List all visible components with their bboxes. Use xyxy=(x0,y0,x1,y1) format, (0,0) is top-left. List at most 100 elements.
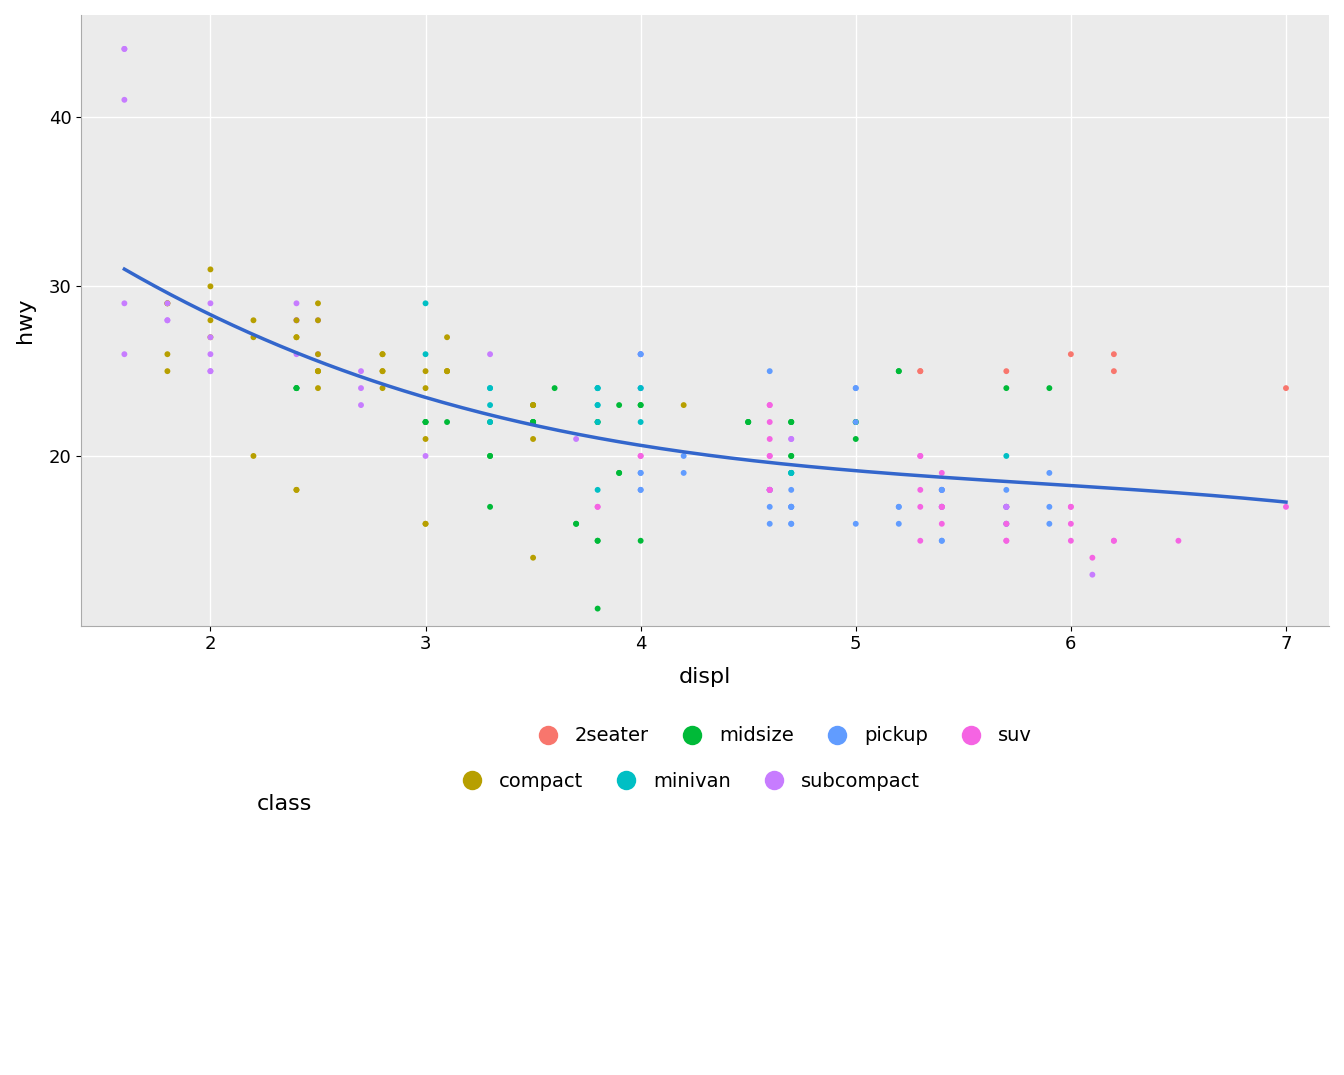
Point xyxy=(781,447,802,464)
Point xyxy=(200,329,222,346)
Point xyxy=(1103,362,1125,379)
Point xyxy=(415,414,437,431)
Point xyxy=(523,397,544,414)
Point xyxy=(372,345,394,362)
Point xyxy=(286,295,308,312)
Point xyxy=(480,379,501,397)
Point xyxy=(308,362,329,379)
X-axis label: displ: displ xyxy=(679,668,731,687)
Point xyxy=(759,482,781,499)
Point xyxy=(888,498,910,515)
Point xyxy=(372,362,394,379)
Point xyxy=(114,345,136,362)
Point xyxy=(845,414,867,431)
Point xyxy=(1039,464,1060,482)
Point xyxy=(544,379,566,397)
Point xyxy=(910,498,931,515)
Point xyxy=(996,515,1017,532)
Point xyxy=(308,362,329,379)
Point xyxy=(200,362,222,379)
Point xyxy=(114,91,136,109)
Point xyxy=(523,397,544,414)
Point xyxy=(308,379,329,397)
Point xyxy=(931,482,953,499)
Point xyxy=(308,312,329,329)
Point xyxy=(1060,498,1082,515)
Point xyxy=(931,498,953,515)
Point xyxy=(910,447,931,464)
Point xyxy=(931,532,953,549)
Point xyxy=(630,482,652,499)
Point xyxy=(759,482,781,499)
Point xyxy=(630,397,652,414)
Point xyxy=(781,498,802,515)
Point xyxy=(931,498,953,515)
Point xyxy=(286,379,308,397)
Legend: compact, minivan, subcompact: compact, minivan, subcompact xyxy=(445,764,929,799)
Point xyxy=(114,41,136,58)
Point xyxy=(372,362,394,379)
Point xyxy=(587,482,609,499)
Point xyxy=(759,482,781,499)
Point xyxy=(587,498,609,515)
Point xyxy=(587,532,609,549)
Point xyxy=(1060,498,1082,515)
Point xyxy=(286,379,308,397)
Point xyxy=(308,362,329,379)
Point xyxy=(308,295,329,312)
Point xyxy=(243,329,265,346)
Point xyxy=(996,498,1017,515)
Point xyxy=(738,414,759,431)
Point xyxy=(845,379,867,397)
Point xyxy=(200,312,222,329)
Point xyxy=(587,397,609,414)
Point xyxy=(781,498,802,515)
Point xyxy=(781,464,802,482)
Point xyxy=(996,498,1017,515)
Point xyxy=(759,515,781,532)
Point xyxy=(630,397,652,414)
Point xyxy=(781,430,802,447)
Point xyxy=(437,362,458,379)
Point xyxy=(437,362,458,379)
Point xyxy=(523,414,544,431)
Point xyxy=(351,362,372,379)
Point xyxy=(931,482,953,499)
Point xyxy=(910,362,931,379)
Point xyxy=(372,379,394,397)
Point xyxy=(286,379,308,397)
Point xyxy=(630,447,652,464)
Point xyxy=(759,447,781,464)
Point xyxy=(587,414,609,431)
Point xyxy=(286,482,308,499)
Point xyxy=(286,482,308,499)
Point xyxy=(415,345,437,362)
Point xyxy=(523,430,544,447)
Point xyxy=(480,414,501,431)
Point xyxy=(931,498,953,515)
Point xyxy=(630,464,652,482)
Point xyxy=(759,498,781,515)
Point xyxy=(308,345,329,362)
Point xyxy=(1103,532,1125,549)
Point xyxy=(157,295,179,312)
Point xyxy=(1275,379,1297,397)
Point xyxy=(781,447,802,464)
Point xyxy=(845,414,867,431)
Point xyxy=(1039,515,1060,532)
Point xyxy=(759,482,781,499)
Point xyxy=(931,532,953,549)
Point xyxy=(200,277,222,295)
Point xyxy=(910,482,931,499)
Point xyxy=(157,295,179,312)
Point xyxy=(286,312,308,329)
Point xyxy=(480,498,501,515)
Point xyxy=(910,362,931,379)
Point xyxy=(609,464,630,482)
Point xyxy=(931,498,953,515)
Point xyxy=(286,345,308,362)
Point xyxy=(351,397,372,414)
Point xyxy=(480,447,501,464)
Point xyxy=(1168,532,1189,549)
Point xyxy=(243,312,265,329)
